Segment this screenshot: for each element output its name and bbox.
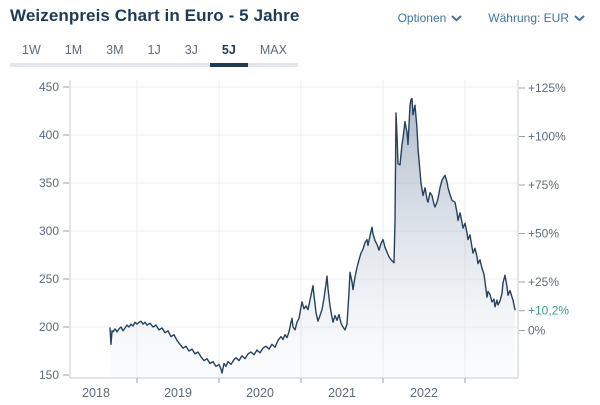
tab-3j[interactable]: 3J: [184, 43, 198, 57]
svg-text:+25%: +25%: [528, 275, 559, 289]
range-tabs-row: 1W 1M 3M 1J 3J 5J MAX: [10, 38, 298, 63]
svg-text:2018: 2018: [82, 386, 110, 400]
price-line: [109, 97, 516, 374]
svg-text:2020: 2020: [246, 386, 274, 400]
tab-1j[interactable]: 1J: [147, 43, 161, 57]
tabs-underline-track: [10, 63, 298, 67]
svg-text:+75%: +75%: [528, 178, 559, 192]
price-chart-svg: 450400350300250200150+125%+100%+75%+50%+…: [39, 80, 569, 400]
svg-text:+100%: +100%: [528, 130, 566, 144]
chevron-down-icon: [451, 15, 462, 21]
header-menus: Optionen Währung: EUR: [398, 11, 585, 25]
tab-1w[interactable]: 1W: [22, 43, 41, 57]
svg-text:150: 150: [39, 368, 59, 382]
axes: [69, 80, 519, 379]
options-menu-label: Optionen: [397, 11, 447, 25]
y-axis-left-labels: 450 400 350 300 250 200 150: [39, 80, 69, 382]
tab-5j[interactable]: 5J: [221, 43, 236, 57]
price-area-fill: [110, 98, 515, 378]
svg-text:400: 400: [39, 128, 59, 142]
svg-text:+50%: +50%: [528, 227, 559, 241]
svg-text:450: 450: [39, 80, 59, 94]
svg-text:2022: 2022: [410, 386, 438, 400]
currency-menu-button[interactable]: Währung: EUR: [488, 11, 585, 25]
svg-text:0%: 0%: [528, 324, 546, 338]
tab-max[interactable]: MAX: [259, 43, 287, 57]
tab-3m[interactable]: 3M: [106, 43, 124, 57]
chart-header: Weizenpreis Chart in Euro - 5 Jahre Opti…: [0, 0, 600, 36]
svg-text:300: 300: [39, 224, 59, 238]
svg-text:2019: 2019: [164, 386, 192, 400]
svg-text:2021: 2021: [328, 386, 356, 400]
current-performance-label: +10,2%: [528, 304, 569, 318]
range-tabs: 1W 1M 3M 1J 3J 5J MAX: [10, 38, 298, 67]
tab-1m[interactable]: 1M: [64, 43, 83, 57]
x-axis-labels: 2018 2019 2020 2021 2022: [82, 378, 466, 400]
currency-menu-label: Währung: EUR: [488, 11, 569, 25]
svg-text:+125%: +125%: [528, 81, 566, 95]
svg-text:250: 250: [39, 272, 59, 286]
chevron-down-icon: [574, 15, 585, 21]
svg-text:350: 350: [39, 176, 59, 190]
price-chart[interactable]: 450 400 350 300 250 200 150 +125% +100% +75% +50% +…: [0, 70, 600, 400]
page-title: Weizenpreis Chart in Euro - 5 Jahre: [10, 6, 300, 25]
svg-text:200: 200: [39, 320, 59, 334]
options-menu-button[interactable]: Optionen: [398, 11, 463, 25]
tabs-underline-active: [210, 63, 248, 67]
y-axis-right-labels: +125% +100% +75% +50% +25% 0%: [519, 81, 566, 338]
